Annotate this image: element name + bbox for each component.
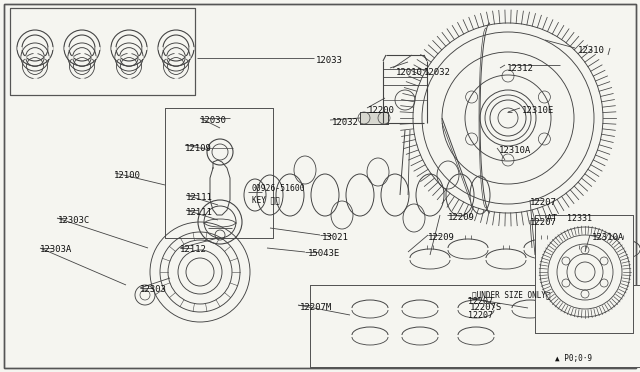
- Text: 12207S: 12207S: [470, 302, 502, 311]
- Text: AT  12331: AT 12331: [547, 214, 592, 222]
- Text: 12111: 12111: [186, 192, 213, 202]
- Text: KEY キー: KEY キー: [252, 196, 280, 205]
- Text: 12010: 12010: [396, 67, 423, 77]
- Text: 12200: 12200: [368, 106, 395, 115]
- Text: 12030: 12030: [200, 115, 227, 125]
- Text: 12207: 12207: [468, 298, 493, 307]
- Text: 13021: 13021: [322, 232, 349, 241]
- Text: 12109: 12109: [185, 144, 212, 153]
- Bar: [10, 8, 195, 95]
- Text: 12310E: 12310E: [522, 106, 554, 115]
- Bar: [535, 215, 633, 333]
- Text: 12033: 12033: [316, 55, 343, 64]
- Bar: [535, 215, 633, 333]
- Text: 12310A: 12310A: [499, 145, 531, 154]
- Text: 12209: 12209: [428, 232, 455, 241]
- Bar: [10, 8, 195, 95]
- Text: 12303: 12303: [140, 285, 167, 295]
- Bar: [310, 285, 640, 367]
- Bar: [360, 112, 388, 124]
- Bar: [360, 112, 388, 124]
- Text: 12303C: 12303C: [58, 215, 90, 224]
- Bar: [310, 285, 640, 367]
- Text: 12112: 12112: [180, 246, 207, 254]
- Text: 15043E: 15043E: [308, 248, 340, 257]
- Text: 12100: 12100: [114, 170, 141, 180]
- Bar: [165, 108, 273, 238]
- Text: 〈UNDER SIZE ONLY〉: 〈UNDER SIZE ONLY〉: [472, 291, 550, 299]
- Text: 12312: 12312: [507, 64, 534, 73]
- Text: ▲ P0;0·9: ▲ P0;0·9: [555, 353, 592, 362]
- Text: 12303A: 12303A: [40, 246, 72, 254]
- Text: 12207: 12207: [468, 311, 493, 320]
- Text: 12209: 12209: [448, 212, 475, 221]
- Text: 12032: 12032: [424, 67, 451, 77]
- Text: 00926-51600: 00926-51600: [252, 183, 306, 192]
- Bar: [165, 108, 273, 238]
- Text: 12310: 12310: [578, 45, 605, 55]
- Text: 12032: 12032: [332, 118, 359, 126]
- Text: 12207: 12207: [530, 218, 557, 227]
- Text: 12111: 12111: [186, 208, 213, 217]
- Text: 12310A: 12310A: [592, 232, 624, 241]
- Text: 12207M: 12207M: [300, 302, 332, 311]
- Text: 12207: 12207: [530, 198, 557, 206]
